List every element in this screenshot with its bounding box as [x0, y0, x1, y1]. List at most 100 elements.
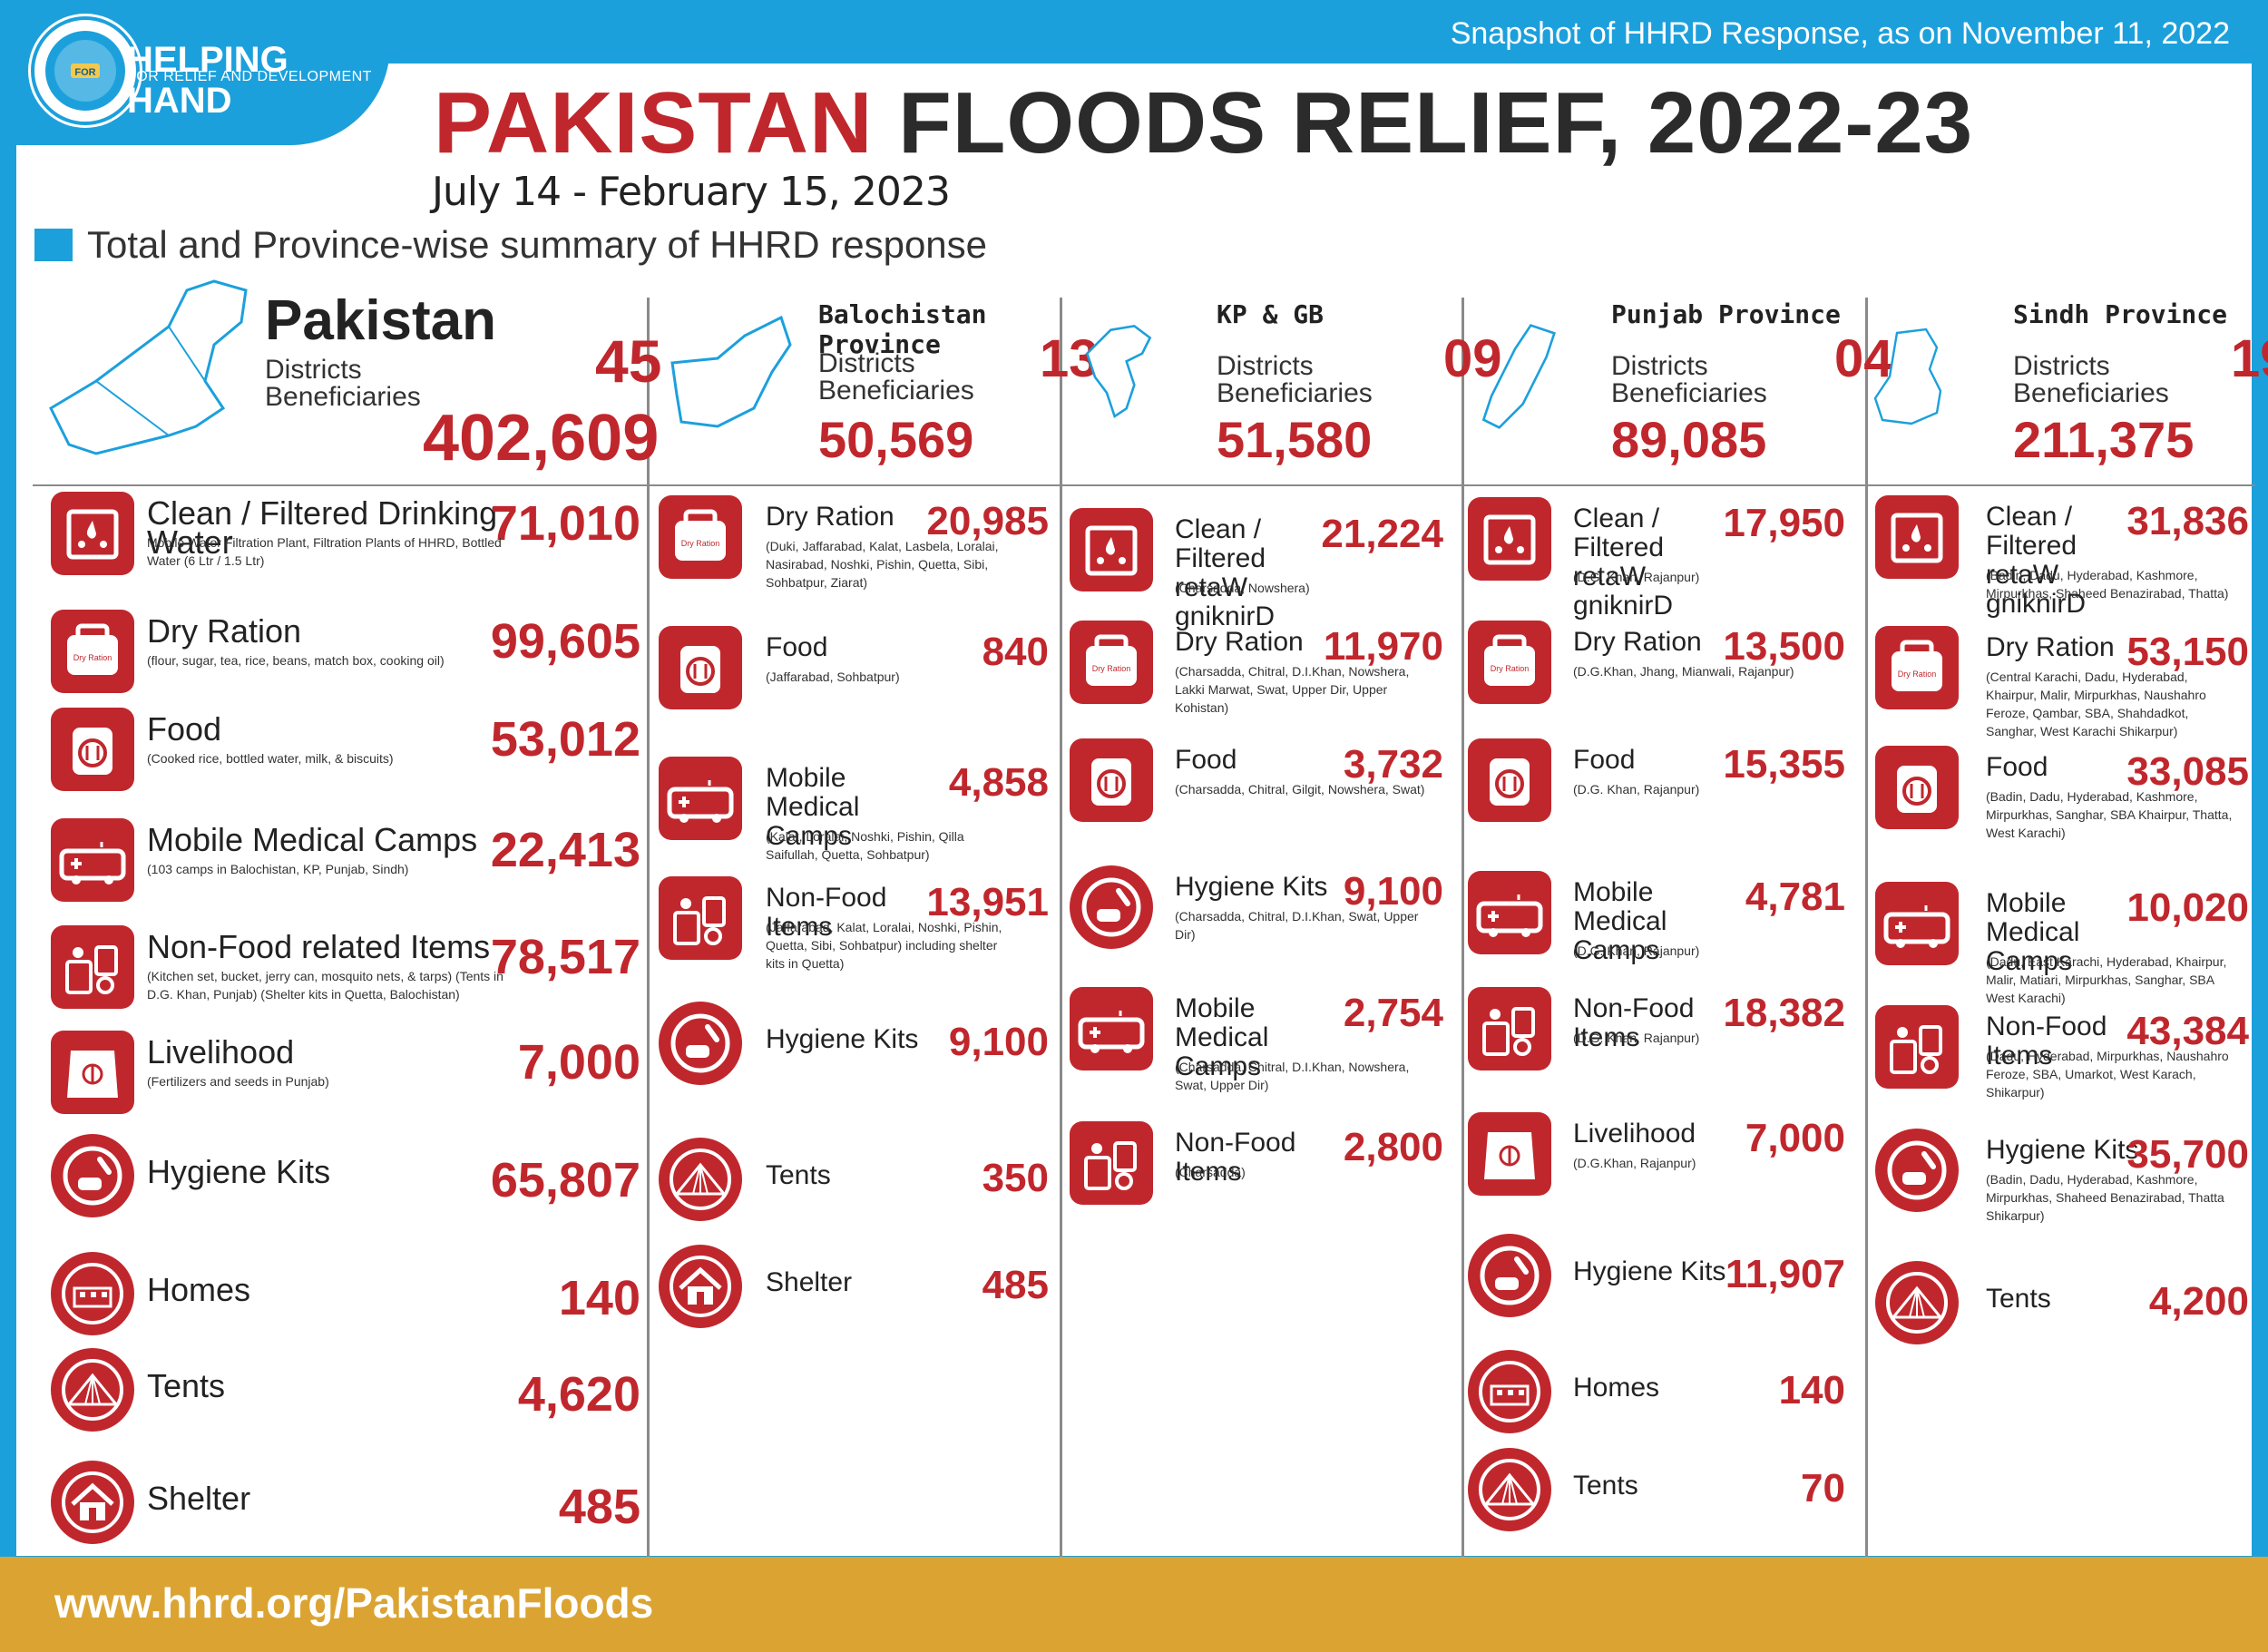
summary-square-icon [34, 229, 73, 261]
item-note: (D.G.Khan, Jhang, Mianwali, Rajanpur) [1573, 664, 1794, 679]
item-name: Non-Food Items [1175, 1128, 1296, 1187]
svg-text:Dry Ration: Dry Ration [1092, 664, 1131, 673]
livelihood-icon [51, 1031, 134, 1114]
svg-text:FOR: FOR [74, 67, 95, 78]
water-icon [51, 492, 134, 575]
item-value: 9,100 [948, 1020, 1049, 1064]
water-icon [1070, 508, 1153, 591]
item-value: 4,200 [2148, 1279, 2249, 1324]
item-note: (D.G. Khan, Rajanpur) [1573, 782, 1700, 797]
item-value: 35,700 [2126, 1132, 2249, 1177]
list-item: Hygiene Kits 35,700 (Badin, Dadu, Hyderaba… [1868, 1129, 2258, 1228]
column-divider [1865, 298, 1868, 1559]
item-note: (Charsadda, Chitral, D.I.Khan, Nowshera,… [1175, 664, 1410, 715]
food-icon [1875, 746, 1959, 829]
item-name: Tents [1986, 1284, 2051, 1314]
footer-url[interactable]: www.hhrd.org/PakistanFloods [54, 1579, 654, 1627]
item-name: Hygiene Kits [1573, 1256, 1726, 1286]
list-item: Non-Food Items 13,951 (Jaffarabad, Kalat, … [650, 876, 1060, 976]
province-map [1071, 299, 1189, 467]
food-icon [51, 708, 134, 791]
item-value: 2,754 [1343, 991, 1443, 1035]
dry-ration-icon: Dry Ration [1070, 621, 1153, 704]
beneficiaries-label: Beneficiaries [818, 376, 974, 406]
item-note: (Dadu, Hyderabad, Mirpurkhas, Naushahro … [1986, 1049, 2229, 1100]
tent-icon [1468, 1448, 1551, 1531]
list-item: Dry Ration Dry Ration 99,605 (flour, sugar,… [33, 610, 647, 709]
column-divider [1060, 298, 1062, 1559]
item-name: Dry Ration [766, 502, 894, 532]
non-food-icon [659, 876, 742, 960]
item-note: (103 camps in Balochistan, KP, Punjab, S… [147, 862, 409, 876]
hygiene-icon [1468, 1234, 1551, 1317]
list-item: Shelter 485 [33, 1461, 647, 1560]
beneficiaries-label: Beneficiaries [2013, 378, 2169, 408]
item-value: 7,000 [1745, 1116, 1845, 1160]
item-value: 53,150 [2126, 630, 2249, 674]
non-food-icon [1875, 1005, 1959, 1089]
list-item: Hygiene Kits 9,100 (Charsadda, Chitral, D.… [1062, 865, 1461, 965]
list-item: Dry Ration Dry Ration 53,150 (Central Karac… [1868, 626, 2258, 738]
title-dark: FLOODS RELIEF, 2022-23 [898, 74, 1974, 171]
item-note: (Fertilizers and seeds in Punjab) [147, 1074, 329, 1089]
list-item: Homes 140 [1464, 1350, 1865, 1450]
item-value: 20,985 [926, 499, 1049, 543]
date-range: July 14 - February 15, 2023 [432, 169, 951, 215]
item-name: Clean / Filtered retaW gniknirD [1573, 503, 1674, 621]
item-value: 3,732 [1343, 742, 1443, 787]
list-item: Mobile Medical Camps 4,781 (D.G. Khan, Raj… [1464, 871, 1865, 971]
item-value: 140 [558, 1271, 640, 1325]
districts-label: Districts [2013, 351, 2110, 381]
beneficiaries-count: 50,569 [818, 411, 974, 468]
region-name: Punjab Province [1611, 299, 1841, 329]
item-value: 11,970 [1323, 624, 1443, 669]
livelihood-icon [1468, 1112, 1551, 1196]
item-value: 43,384 [2126, 1009, 2249, 1053]
item-name: Dry Ration [1573, 627, 1702, 657]
list-item: Hygiene Kits 11,907 [1464, 1234, 1865, 1334]
districts-count: 09 [1443, 329, 1502, 388]
province-map [1868, 303, 1977, 462]
region-column: Pakistan Districts Beneficiaries 45 402,609 C… [33, 0, 661, 1560]
item-name: Homes [147, 1271, 251, 1308]
list-item: Tents 350 [650, 1138, 1060, 1237]
beneficiaries-count: 402,609 [423, 402, 660, 474]
list-item: Clean / Filtered retaW gniknirD 31,836 (Ba… [1868, 495, 2258, 619]
item-name: Hygiene Kits [766, 1024, 919, 1054]
districts-label: Districts [818, 348, 915, 378]
list-item: Hygiene Kits 9,100 [650, 1002, 1060, 1101]
dry-ration-icon: Dry Ration [1875, 626, 1959, 709]
list-item: Non-Food Items 43,384 (Dadu, Hyderabad, Mi… [1868, 1005, 2258, 1105]
item-name: Livelihood [147, 1033, 295, 1070]
list-item: Livelihood 7,000 (D.G.Khan, Rajanpur) [1464, 1112, 1865, 1212]
list-item: Homes 140 [33, 1252, 647, 1352]
item-note: (Charsadda, Nowshera) [1175, 581, 1310, 595]
item-name: Hygiene Kits [1986, 1135, 2139, 1165]
shelter-icon [659, 1245, 742, 1328]
item-value: 4,858 [948, 760, 1049, 805]
non-food-icon [51, 925, 134, 1009]
tent-icon [659, 1138, 742, 1221]
item-note: (Jaffarabad, Kalat, Loralai, Noshki, Pis… [766, 920, 1002, 971]
svg-text:Dry Ration: Dry Ration [681, 539, 720, 548]
list-item: Hygiene Kits 65,807 [33, 1134, 647, 1234]
column-divider [647, 298, 650, 1559]
item-note: (Kalat, Loralai, Noshki, Pishin, Qilla S… [766, 829, 964, 862]
ambulance-icon [51, 818, 134, 902]
province-map [659, 308, 804, 449]
non-food-icon [1070, 1121, 1153, 1205]
header-divider [33, 484, 2255, 486]
item-value: 31,836 [2126, 499, 2249, 543]
item-note: (Duki, Jaffarabad, Kalat, Lasbela, Loral… [766, 539, 999, 590]
shelter-icon [51, 1461, 134, 1544]
item-value: 22,413 [490, 823, 640, 877]
food-icon [1468, 738, 1551, 822]
item-value: 70 [1801, 1466, 1845, 1510]
item-name: Food [766, 632, 828, 662]
item-name: Dry Ration [147, 612, 302, 650]
districts-label: Districts [265, 355, 362, 385]
item-value: 15,355 [1723, 742, 1845, 787]
list-item: Clean / Filtered retaW gniknirD 21,224 (Ch… [1062, 508, 1461, 631]
hygiene-icon [1875, 1129, 1959, 1212]
logo-area: FOR HELPING HAND FOR RELIEF AND DEVELOPM… [0, 0, 390, 145]
